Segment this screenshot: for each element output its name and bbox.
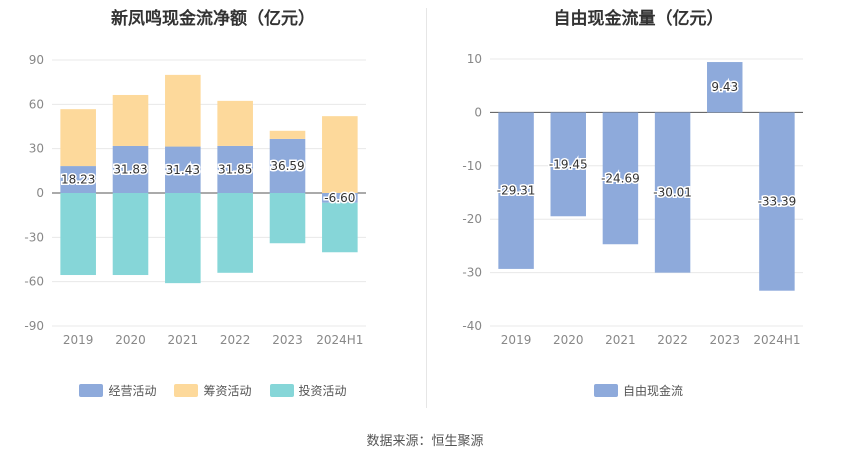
bar-1-2020 [550, 112, 586, 217]
y-tick-label: -20 [462, 212, 482, 226]
legend-label: 投资活动 [298, 384, 347, 398]
y-tick-label: -40 [462, 319, 482, 333]
bar-2-2024H1 [322, 116, 358, 193]
data-label: 9.43 [711, 80, 738, 94]
chart-title-free-cashflow: 自由现金流量（亿元） [553, 9, 724, 29]
y-tick-label: 30 [29, 142, 44, 156]
y-tick-label: 60 [29, 97, 44, 111]
bar-1-2020 [112, 145, 149, 193]
bar-3-2023 [269, 193, 306, 244]
bar-2-2020 [112, 94, 149, 146]
bar-2-2022 [217, 100, 253, 146]
bar-1-2023 [269, 138, 306, 193]
x-tick-label: 2023 [709, 333, 740, 347]
data-label: -30.01 [653, 186, 692, 200]
legend-item[interactable]: 投资活动 [269, 382, 347, 399]
y-tick-label: -10 [462, 159, 482, 173]
y-tick-label: 0 [474, 105, 482, 119]
cashflow-net-legend: 经营活动 筹资活动 投资活动 [0, 382, 426, 399]
legend-label: 自由现金流 [622, 384, 683, 398]
data-label: 31.43 [166, 163, 200, 177]
cashflow-net-chart: 90 60 30 0 -30 -60 -90 2019 2020 2021 2022 2023 2024… [24, 53, 366, 347]
data-source-note: 数据来源：恒生聚源 [366, 434, 484, 449]
bar-1-2019 [60, 166, 96, 193]
bar-3-2024H1 [322, 202, 358, 253]
data-label: 18.23 [61, 173, 95, 187]
bar-1-2019 [498, 112, 534, 269]
bar-1-2021 [602, 112, 639, 245]
bar-1-2022 [654, 112, 691, 273]
bar-2-2019 [60, 109, 96, 167]
data-label: 36.59 [270, 159, 304, 173]
y-tick-label: -30 [462, 266, 482, 280]
y-tick-label: 90 [29, 53, 44, 67]
data-label: 31.83 [113, 162, 147, 176]
y-tick-label: 10 [467, 52, 482, 66]
legend-item[interactable]: 经营活动 [79, 382, 156, 399]
x-tick-label: 2021 [605, 333, 636, 347]
y-tick-label: -60 [24, 275, 44, 289]
x-tick-label: 2020 [553, 333, 584, 347]
legend-item[interactable]: 自由现金流 [593, 382, 683, 399]
free-cashflow-chart: 10 0 -10 -20 -30 -40 2019 2020 2021 2022 2023 2024H… [462, 52, 803, 347]
legend-swatch [174, 384, 199, 397]
bar-3-2020 [112, 193, 149, 276]
y-tick-label: 0 [36, 186, 44, 200]
bar-3-2021 [165, 193, 201, 284]
legend-swatch [79, 384, 104, 397]
data-label: -33.39 [758, 195, 797, 209]
data-label: -6.60 [324, 191, 355, 205]
legend-swatch [269, 384, 294, 397]
bar-3-2022 [217, 193, 253, 273]
free-cashflow-legend: 自由现金流 [427, 382, 850, 399]
x-tick-label: 2019 [63, 333, 94, 347]
bar-1-2024H1 [322, 193, 358, 203]
x-tick-label: 2022 [220, 333, 251, 347]
bar-1-2023 [707, 62, 743, 113]
x-tick-label: 2022 [657, 333, 688, 347]
legend-swatch [593, 384, 618, 397]
legend-label: 筹资活动 [203, 384, 252, 398]
bar-1-2021 [165, 146, 201, 193]
bar-1-2022 [217, 145, 253, 193]
x-tick-label: 2019 [501, 333, 532, 347]
cashflow-net-chart-panel: 新凤鸣现金流净额（亿元） 90 60 30 0 -30 -60 -90 2019 2020 202… [0, 0, 426, 410]
legend-label: 经营活动 [108, 384, 157, 398]
y-tick-label: -90 [24, 319, 44, 333]
data-label: -19.45 [549, 157, 588, 171]
y-tick-label: -30 [24, 230, 44, 244]
x-tick-label: 2021 [168, 333, 199, 347]
x-tick-label: 2020 [115, 333, 146, 347]
bar-1-2024H1 [759, 112, 795, 291]
data-label: -24.69 [601, 171, 640, 185]
free-cashflow-chart-panel: 自由现金流量（亿元） 10 0 -10 -20 -30 -40 2019 2020 2021 20… [427, 0, 850, 410]
data-label: -29.31 [497, 184, 536, 198]
bar-2-2021 [165, 74, 201, 147]
legend-item[interactable]: 筹资活动 [174, 382, 252, 399]
panel-divider [426, 8, 427, 408]
data-label: 31.85 [218, 162, 252, 176]
x-tick-label: 2023 [272, 333, 303, 347]
chart-title-cashflow-net: 新凤鸣现金流净额（亿元） [111, 9, 315, 29]
bar-2-2023 [269, 130, 306, 139]
bar-3-2019 [60, 193, 96, 276]
x-tick-label: 2024H1 [753, 333, 800, 347]
x-tick-label: 2024H1 [316, 333, 363, 347]
